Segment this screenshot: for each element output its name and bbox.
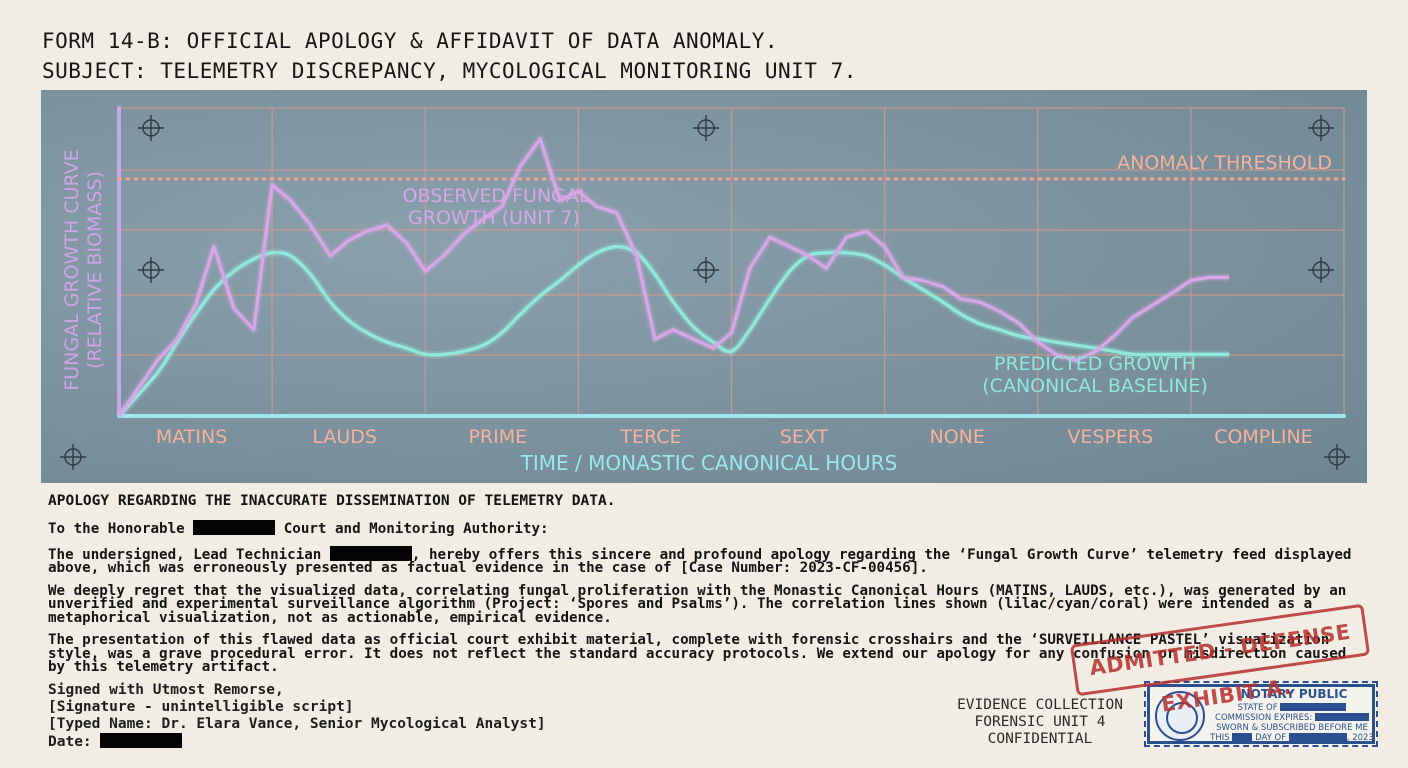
signature-line-2: [Signature - unintelligible script]: [48, 699, 354, 715]
notary-state-label: STATE OF: [1237, 703, 1278, 713]
x-tick-label: VESPERS: [1067, 426, 1153, 448]
signature-block: Signed with Utmost Remorse, [Signature -…: [48, 682, 546, 751]
form-header: FORM 14-B: OFFICIAL APOLOGY & AFFIDAVIT …: [42, 26, 857, 86]
date-label: Date:: [48, 734, 92, 750]
notary-expires-label: COMMISSION EXPIRES:: [1215, 713, 1313, 723]
paragraph-3: The presentation of this flawed data as …: [48, 632, 1347, 675]
notary-title: NOTARY PUBLIC: [1240, 687, 1348, 701]
salutation-prefix: To the Honorable: [48, 521, 185, 537]
notary-redaction: [1288, 733, 1347, 741]
x-tick-label: MATINS: [156, 426, 227, 448]
fungal-growth-chart: ANOMALY THRESHOLD MATINS LAUDS PRIME TERCE SE…: [60, 106, 1350, 475]
evidence-label: EVIDENCE COLLECTION FORENSIC UNIT 4 CONF…: [940, 697, 1140, 748]
redaction-bar: [100, 733, 183, 748]
notary-redaction: [1280, 703, 1347, 711]
notary-redaction: [1232, 733, 1253, 741]
observed-growth-line: [117, 137, 1230, 417]
x-tick-label: NONE: [929, 426, 984, 448]
y-axis-label-line-1: FUNGAL GROWTH CURVE: [61, 149, 83, 390]
x-tick-label: COMPLINE: [1214, 426, 1312, 448]
notary-sworn: SWORN & SUBSCRIBED BEFORE ME: [1216, 723, 1368, 733]
notary-year: , 2023: [1346, 733, 1374, 743]
observed-label-line-2: GROWTH (UNIT 7): [408, 207, 580, 229]
x-axis-label: TIME / MONASTIC CANONICAL HOURS: [520, 451, 898, 475]
x-tick-label: SEXT: [780, 426, 829, 448]
notary-dayof-label: DAY OF: [1255, 733, 1287, 743]
predicted-growth-line: [117, 244, 1230, 418]
y-axis-label-line-2: (RELATIVE BIOMASS): [84, 171, 106, 369]
salutation-suffix: Court and Monitoring Authority:: [283, 521, 549, 537]
paragraph-1-suffix: , hereby offers this sincere and profoun…: [48, 546, 1352, 576]
form-subject: SUBJECT: TELEMETRY DISCREPANCY, MYCOLOGI…: [42, 59, 857, 83]
signature-line-1: Signed with Utmost Remorse,: [48, 682, 284, 698]
evidence-line-2: FORENSIC UNIT 4: [974, 714, 1106, 730]
notary-day: THIS DAY OF , 2023: [1208, 733, 1376, 743]
anomaly-threshold-label: ANOMALY THRESHOLD: [1117, 152, 1332, 174]
x-tick-label: PRIME: [468, 426, 527, 448]
notary-this-label: THIS: [1210, 733, 1230, 743]
apology-title: APOLOGY REGARDING THE INACCURATE DISSEMI…: [48, 493, 616, 509]
x-tick-label: TERCE: [619, 426, 681, 448]
signature-date: Date:: [48, 733, 546, 751]
predicted-label-line-1: PREDICTED GROWTH: [994, 353, 1196, 375]
apology-document: APOLOGY REGARDING THE INACCURATE DISSEMI…: [48, 493, 1378, 684]
signature-line-3: [Typed Name: Dr. Elara Vance, Senior Myc…: [48, 716, 546, 732]
notary-state: STATE OF: [1208, 703, 1376, 713]
notary-expires: COMMISSION EXPIRES:: [1208, 713, 1376, 723]
evidence-line-3: CONFIDENTIAL: [987, 731, 1093, 747]
telemetry-chart-panel: ANOMALY THRESHOLD MATINS LAUDS PRIME TERCE SE…: [41, 90, 1367, 483]
paragraph-1: The undersigned, Lead Technician , hereb…: [48, 545, 1378, 576]
paragraph-2: We deeply regret that the visualized dat…: [48, 582, 1347, 626]
predicted-label-line-2: (CANONICAL BASELINE): [982, 375, 1207, 397]
x-tick-label: LAUDS: [312, 426, 377, 448]
observed-label-line-1: OBSERVED FUNGAL: [403, 185, 590, 207]
evidence-line-1: EVIDENCE COLLECTION: [957, 697, 1123, 713]
notary-seal-box: NOTARY PUBLIC STATE OF COMMISSION EXPIRE…: [1144, 681, 1378, 747]
redaction-bar: [329, 545, 412, 561]
notary-seal-icon: [1155, 691, 1205, 741]
redaction-bar: [193, 520, 276, 535]
salutation: To the Honorable Court and Monitoring Au…: [48, 520, 1378, 537]
paragraph-1-prefix: The undersigned, Lead Technician: [48, 546, 322, 563]
notary-redaction: [1314, 713, 1369, 721]
form-title: FORM 14-B: OFFICIAL APOLOGY & AFFIDAVIT …: [42, 29, 779, 53]
